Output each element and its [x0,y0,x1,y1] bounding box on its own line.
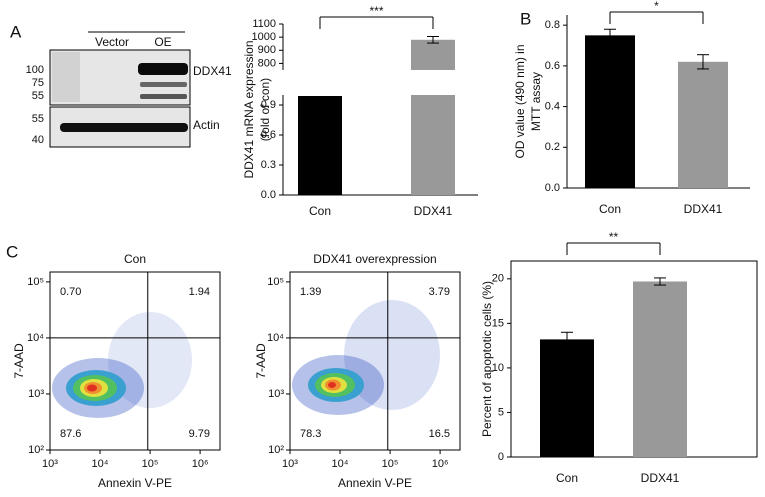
y-tick-label: 0.2 [545,141,560,153]
density-cloud [52,312,192,418]
x-tick-label: 10⁵ [142,458,159,470]
y-tick-label: 0 [498,451,504,463]
x-tick-label: DDX41 [414,204,453,218]
band-label: Actin [193,118,220,132]
mw-marker: 55 [32,113,44,125]
bar [540,339,594,457]
y-tick-label: 0.8 [545,19,560,31]
band [140,94,187,99]
plot-title: DDX41 overexpression [313,252,436,266]
bar [585,35,635,189]
y-tick-label: 0.0 [545,182,560,194]
x-axis-title: Annexin V-PE [98,476,172,490]
plot-frame [49,271,221,451]
y-tick-label: 0.0 [261,189,276,201]
mw-marker: 100 [26,64,44,76]
mw-marker: 40 [32,134,44,146]
mw-marker: 55 [32,90,44,102]
band [138,63,188,75]
y-tick-label: 10⁵ [267,276,284,288]
x-tick-label: 10⁶ [432,458,449,470]
quadrant-percent: 1.94 [189,286,210,298]
y-tick-label: 20 [492,273,504,285]
x-tick-label: Con [309,204,331,218]
lane-label: OE [154,35,171,49]
x-tick-label: DDX41 [684,202,723,216]
y-axis-title: Percent of apoptotic cells (%) [480,281,494,437]
quadrant-percent: 9.79 [189,428,210,440]
quadrant-percent: 16.5 [429,428,450,440]
x-tick-label: Con [599,202,621,216]
panel-label: A [10,22,22,41]
y-axis-title: (fold of con) [258,78,272,141]
x-tick-label: 10⁵ [382,458,399,470]
x-tick-label: 10⁶ [192,458,209,470]
x-axis-title: Annexin V-PE [338,476,412,490]
y-axis-title: 7-AAD [254,343,268,379]
band-label: DDX41 [193,64,232,78]
y-axis-title: OD value (490 nm) in [513,44,527,158]
bar [678,61,728,188]
y-axis-title: MTT assay [529,72,543,131]
x-tick-label: DDX41 [641,471,680,485]
y-tick-label: 10³ [28,388,44,400]
y-tick-label: 900 [258,44,276,56]
x-tick-label: 10³ [282,458,298,470]
y-tick-label: 0.6 [545,60,560,72]
significance: ** [609,230,619,244]
y-tick-label: 5 [498,406,504,418]
quadrant-percent: 1.39 [300,286,321,298]
quadrant-percent: 78.3 [300,428,321,440]
y-tick-label: 10² [268,444,284,456]
x-tick-label: 10³ [42,458,58,470]
y-tick-label: 10 [492,362,504,374]
blot-shade [52,52,80,102]
panel-label: C [6,242,18,261]
y-tick-label: 0.9 [261,99,276,111]
y-tick-label: 1000 [252,31,276,43]
y-tick-label: 0.6 [261,129,276,141]
significance: *** [369,4,383,18]
y-tick-label: 10² [28,444,44,456]
quadrant-percent: 0.70 [60,286,81,298]
y-axis-title: DDX41 mRNA expression [242,40,256,178]
quadrant-percent: 87.6 [60,428,81,440]
y-tick-label: 10⁴ [27,332,44,344]
mw-marker: 75 [32,77,44,89]
bar [411,39,455,70]
plot-title: Con [124,252,146,266]
bar [633,281,687,457]
y-tick-label: 10³ [268,388,284,400]
y-tick-label: 800 [258,57,276,69]
y-axis-title: 7-AAD [12,343,26,379]
band [140,82,187,87]
significance: * [654,0,659,13]
y-tick-label: 0.3 [261,159,276,171]
western-blot: Vector OE 100 75 55 55 40 DDX41 Actin [26,31,232,148]
x-tick-label: Con [556,471,578,485]
band [60,123,188,132]
quadrant-percent: 3.79 [429,286,450,298]
plot-frame [289,271,461,451]
y-tick-label: 10⁵ [27,276,44,288]
y-tick-label: 0.4 [545,100,560,112]
bar [411,95,455,195]
x-tick-label: 10⁴ [92,458,109,470]
lane-label: Vector [95,35,129,49]
y-tick-label: 10⁴ [267,332,284,344]
density-cloud [292,300,440,415]
panel-label: B [520,9,531,28]
y-tick-label: 1100 [252,18,276,30]
y-tick-label: 15 [492,317,504,329]
x-tick-label: 10⁴ [332,458,349,470]
